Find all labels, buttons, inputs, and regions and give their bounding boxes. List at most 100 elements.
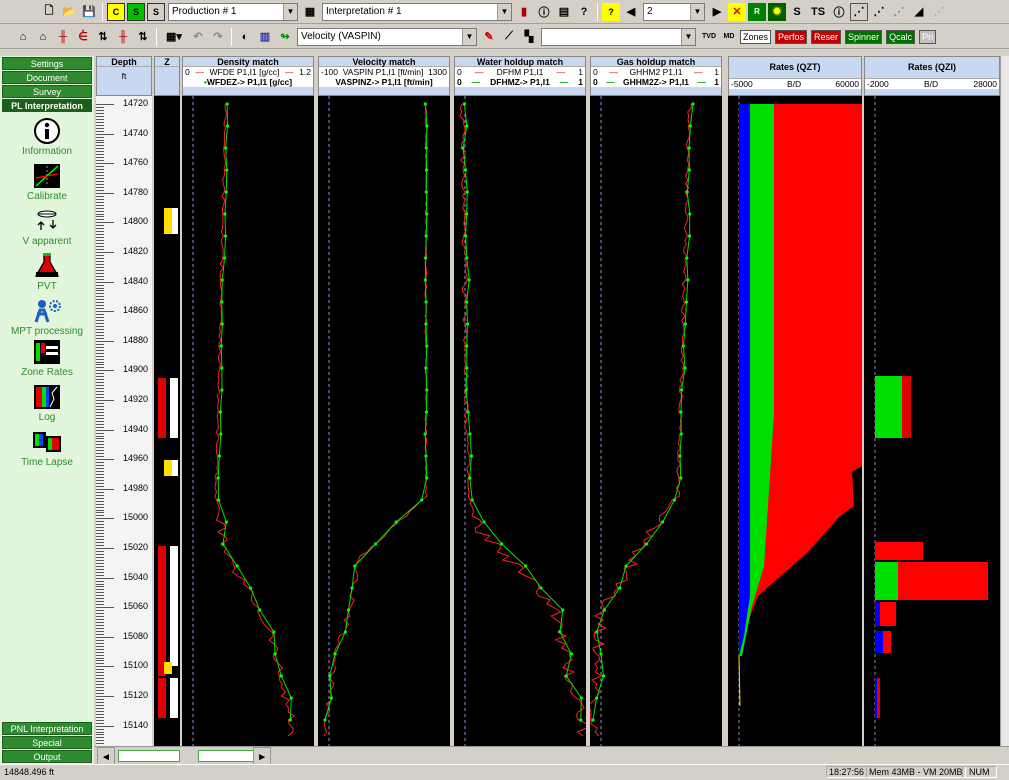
scatter-icon[interactable]: ⋰ — [850, 2, 868, 21]
md-button[interactable]: MD — [723, 33, 735, 40]
depth-tick — [96, 521, 104, 523]
sidebar-settings[interactable]: Settings — [2, 57, 92, 70]
sidebar-survey[interactable]: Survey — [2, 85, 92, 98]
sidebar-pnl-interpretation[interactable]: PNL Interpretation — [2, 722, 92, 735]
ts-toggle-button[interactable]: TS — [810, 5, 826, 18]
model-point — [216, 476, 220, 480]
track-thumbnail[interactable] — [118, 750, 180, 762]
depth-tick — [96, 201, 104, 203]
tvd-button[interactable]: TVD — [702, 33, 716, 40]
scatter-disabled-icon[interactable]: ⋰ — [933, 6, 945, 18]
s-doc-icon[interactable]: S — [147, 2, 165, 21]
nav-select[interactable]: 2 ▼ — [643, 2, 705, 21]
chart-blocks-icon[interactable]: ▚ — [524, 31, 534, 43]
model-point — [323, 718, 327, 722]
depth-tick — [96, 512, 104, 514]
save-icon[interactable]: 💾 — [82, 6, 96, 18]
perfos-toggle[interactable]: Perfos — [775, 29, 808, 44]
open-folder-icon[interactable]: 📂 — [62, 6, 76, 18]
green-box-icon[interactable]: R — [748, 2, 766, 21]
info-circle-icon[interactable]: ⓘ — [833, 6, 845, 19]
sidebar-pl-interpretation[interactable]: PL Interpretation — [2, 99, 92, 112]
star-box-icon[interactable]: ✹ — [768, 2, 786, 21]
chevron-down-icon[interactable]: ▼ — [690, 3, 704, 20]
scatter-dim-icon[interactable]: ⋰ — [893, 6, 905, 18]
sidebar-item-mpt[interactable]: MPT processing — [0, 298, 94, 337]
c-icon[interactable]: C — [107, 2, 125, 21]
chevron-down-icon[interactable]: ▼ — [283, 3, 297, 20]
production-select[interactable]: Production # 1 ▼ — [168, 2, 298, 21]
sidebar-item-calibrate[interactable]: Calibrate — [0, 163, 94, 202]
curve-edit-icon[interactable]: ✎ — [484, 31, 494, 43]
interpretation-select-value: Interpretation # 1 — [326, 6, 402, 17]
depth-tick — [96, 323, 104, 325]
pri-toggle[interactable]: Pri — [919, 29, 937, 44]
sidebar-item-zone-rates[interactable]: Zone Rates — [0, 339, 94, 378]
vertical-arrows-icon[interactable]: ⇅ — [138, 31, 148, 43]
next-arrow-icon[interactable]: ▶ — [712, 6, 722, 18]
sidebar-item-information[interactable]: Information — [0, 118, 94, 157]
depth-tick — [96, 234, 104, 236]
palette-icon[interactable]: ◐ — [241, 30, 249, 43]
chevron-down-icon[interactable]: ▼ — [681, 28, 695, 45]
chart-edit-icon[interactable]: ⟋ — [505, 30, 513, 42]
document-icon[interactable]: ▤ — [558, 6, 570, 18]
model-point — [424, 454, 428, 458]
chevron-down-icon[interactable]: ▼ — [497, 3, 511, 20]
velocity-plot — [318, 96, 450, 746]
sidebar-output[interactable]: Output — [2, 750, 92, 763]
qcalc-toggle[interactable]: Qcalc — [886, 29, 916, 44]
vertical-scrollbar[interactable] — [1000, 56, 1009, 746]
track-view-icon[interactable]: ▥ — [259, 31, 271, 43]
rates-qzt-bars — [738, 96, 862, 746]
delete-icon[interactable]: ✕ — [728, 2, 746, 21]
prev-arrow-icon[interactable]: ◀ — [626, 6, 636, 18]
channel-select[interactable]: Velocity (VASPIN) ▼ — [297, 27, 477, 46]
depth-tick — [96, 243, 104, 245]
s-icon[interactable]: S — [127, 2, 145, 21]
spinner-toggle[interactable]: Spinner — [845, 29, 883, 44]
zones-toggle[interactable]: Zones — [740, 29, 772, 44]
chart-icon[interactable]: ▮ — [520, 6, 528, 18]
sidebar-special[interactable]: Special — [2, 736, 92, 749]
scroll-left-icon[interactable]: ◂ — [97, 747, 115, 765]
depth-tick — [96, 509, 104, 511]
undo-icon[interactable]: ↶ — [193, 31, 203, 43]
well-multi-icon[interactable]: ⌂ — [39, 30, 47, 43]
new-file-icon[interactable]: 🗋 — [44, 5, 54, 17]
ramp-icon[interactable]: ◢ — [914, 6, 924, 18]
interpretation-menu-icon[interactable]: ▦ — [304, 6, 316, 18]
reser-toggle[interactable]: Reser — [811, 29, 842, 44]
track-add-icon[interactable]: ⋵ — [78, 31, 88, 43]
layout-icon[interactable]: ▦▾ — [166, 31, 182, 43]
depth-tick — [96, 118, 104, 120]
channel-arrow-icon[interactable]: ↬ — [280, 31, 290, 43]
depth-tick — [96, 690, 104, 692]
depth-tick — [96, 530, 104, 532]
depth-tick — [96, 693, 104, 695]
sidebar-item-log[interactable]: Log — [0, 384, 94, 423]
zone-body — [154, 96, 180, 746]
track-thumbnail[interactable] — [198, 750, 260, 762]
horizontal-scrollbar[interactable]: ◂ ▸ — [94, 746, 1009, 765]
help-icon[interactable]: ? — [580, 5, 588, 18]
sidebar-document[interactable]: Document — [2, 71, 92, 84]
track-icon[interactable]: ╫ — [59, 30, 67, 43]
depth-tick-label: 14820 — [122, 246, 148, 256]
sidebar-item-time-lapse[interactable]: Time Lapse — [0, 429, 94, 468]
sidebar-item-v-apparent[interactable]: V apparent — [0, 208, 94, 247]
depth-tick — [96, 172, 104, 174]
s-toggle-button[interactable]: S — [793, 5, 801, 18]
interpretation-select[interactable]: Interpretation # 1 ▼ — [322, 2, 512, 21]
search-field[interactable]: ▼ — [541, 27, 696, 46]
sidebar-item-pvt[interactable]: PVT — [0, 253, 94, 292]
well-icon[interactable]: ⌂ — [19, 30, 27, 43]
scroll-right-icon[interactable]: ▸ — [253, 747, 271, 765]
cursor-icon[interactable]: ⇅ — [98, 31, 108, 43]
redo-icon[interactable]: ↷ — [213, 31, 223, 43]
warning-icon[interactable]: ? — [602, 2, 620, 21]
scatter-arrow-icon[interactable]: ⋰ — [873, 6, 885, 18]
track-split-icon[interactable]: ╫ — [119, 30, 127, 43]
info-circle-icon[interactable]: ⓘ — [538, 6, 550, 19]
chevron-down-icon[interactable]: ▼ — [462, 28, 476, 45]
